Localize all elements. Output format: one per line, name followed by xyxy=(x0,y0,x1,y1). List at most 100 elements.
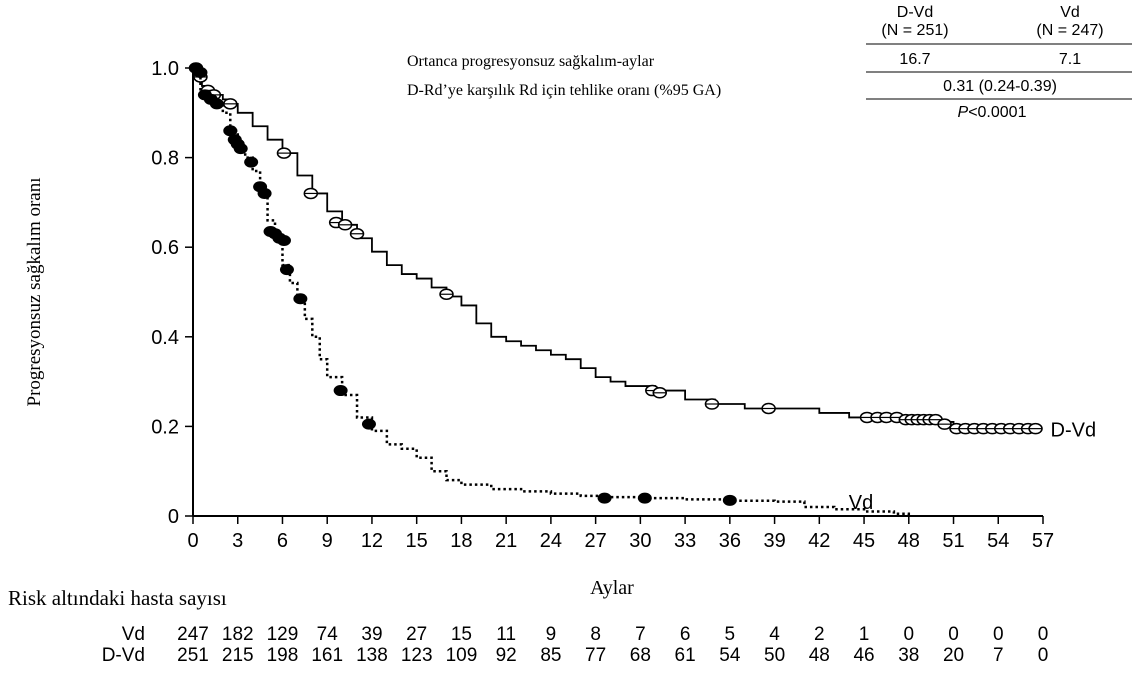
risk-cell-vd-15: 1 xyxy=(859,624,870,645)
risk-table-title: Risk altındaki hasta sayısı xyxy=(8,586,227,610)
censor-mark-d-vd-35 xyxy=(1029,424,1042,434)
x-tick-label-9: 27 xyxy=(585,530,607,552)
risk-cell-d-vd-0: 251 xyxy=(177,645,209,666)
risk-cell-d-vd-5: 123 xyxy=(401,645,433,666)
censor-mark-vd-18 xyxy=(334,385,348,396)
risk-cell-d-vd-2: 198 xyxy=(267,645,299,666)
summary-row2-value: 0.31 (0.24-0.39) xyxy=(943,78,1057,95)
x-tick-label-5: 15 xyxy=(406,530,428,552)
y-tick-label-4: 0.8 xyxy=(151,148,179,170)
risk-cell-d-vd-14: 48 xyxy=(809,645,830,666)
risk-cell-d-vd-9: 77 xyxy=(585,645,606,666)
y-ticks: 0 0.2 0.4 0.6 0.8 1.0 xyxy=(151,58,193,528)
censor-mark-vd-8 xyxy=(234,143,248,154)
risk-cell-vd-11: 6 xyxy=(680,624,691,645)
censor-mark-d-vd-14 xyxy=(762,403,775,413)
censor-mark-d-vd-6 xyxy=(304,188,317,198)
censor-mark-d-vd-13 xyxy=(705,399,718,409)
risk-cell-vd-14: 2 xyxy=(814,624,825,645)
risk-cell-vd-19: 0 xyxy=(1038,624,1049,645)
risk-cell-d-vd-4: 138 xyxy=(356,645,388,666)
risk-table: Risk altındaki hasta sayısı Vd 247 182 129 7… xyxy=(8,586,1048,666)
risk-cell-vd-5: 27 xyxy=(406,624,427,645)
censor-mark-vd-1 xyxy=(193,67,207,78)
x-tick-label-19: 57 xyxy=(1032,530,1054,552)
risk-cell-vd-18: 0 xyxy=(993,624,1004,645)
censor-mark-vd-22 xyxy=(723,495,737,506)
summary-p-value: <0.0001 xyxy=(968,104,1026,121)
risk-cell-vd-16: 0 xyxy=(904,624,915,645)
axes: 00.20.40.60.81.0 0 3 6 9 12 15 18 21 24 27 30 33 36 3… xyxy=(24,58,1054,599)
risk-cell-d-vd-1: 215 xyxy=(222,645,254,666)
risk-cell-d-vd-11: 61 xyxy=(675,645,696,666)
x-tick-label-8: 24 xyxy=(540,530,562,552)
series-line-vd xyxy=(193,68,909,516)
risk-cell-vd-1: 182 xyxy=(222,624,254,645)
summary-col2-header: Vd xyxy=(1060,4,1080,21)
x-tick-label-1: 3 xyxy=(232,530,243,552)
x-tick-label-16: 48 xyxy=(898,530,920,552)
risk-cell-vd-0: 247 xyxy=(177,624,209,645)
x-tick-label-7: 21 xyxy=(495,530,517,552)
x-tick-label-6: 18 xyxy=(450,530,472,552)
censor-mark-d-vd-12 xyxy=(653,388,666,398)
summary-col1-header: D-Vd xyxy=(897,4,933,21)
x-tick-label-4: 12 xyxy=(361,530,383,552)
x-axis-label: Aylar xyxy=(590,577,634,599)
censor-mark-vd-9 xyxy=(244,157,258,168)
risk-cell-vd-12: 5 xyxy=(725,624,736,645)
censor-mark-vd-4 xyxy=(210,98,224,109)
x-tick-label-18: 54 xyxy=(987,530,1009,552)
risk-cell-vd-3: 74 xyxy=(317,624,339,645)
censor-mark-d-vd-10 xyxy=(440,289,453,299)
x-tick-label-11: 33 xyxy=(674,530,696,552)
risk-cell-vd-9: 8 xyxy=(590,624,601,645)
summary-row2-label: D-Rd’ye karşılık Rd için tehlike oranı (… xyxy=(407,82,721,99)
risk-cell-vd-10: 7 xyxy=(635,624,646,645)
series-layer: D-Vd Vd xyxy=(189,63,1096,517)
censor-mark-vd-20 xyxy=(598,493,612,504)
y-tick-label-0: 0 xyxy=(168,506,179,528)
x-ticks: 0 3 6 9 12 15 18 21 24 27 30 33 36 39 42 45 48 51 54 57 xyxy=(187,516,1054,552)
censor-mark-d-vd-5 xyxy=(277,148,290,158)
censor-mark-vd-16 xyxy=(280,264,294,275)
risk-cell-d-vd-6: 109 xyxy=(446,645,478,666)
censor-mark-vd-17 xyxy=(293,293,307,304)
x-tick-label-13: 39 xyxy=(763,530,785,552)
risk-cell-vd-7: 11 xyxy=(496,624,516,645)
risk-cell-d-vd-3: 161 xyxy=(311,645,343,666)
summary-col2-n: (N = 247) xyxy=(1036,22,1103,39)
x-tick-label-12: 36 xyxy=(719,530,741,552)
risk-row-label-d-vd: D-Vd xyxy=(102,645,145,666)
series-line-d-vd xyxy=(193,68,1036,429)
x-tick-label-17: 51 xyxy=(942,530,964,552)
x-tick-label-0: 0 xyxy=(187,530,198,552)
x-tick-label-3: 9 xyxy=(322,530,333,552)
y-tick-label-3: 0.6 xyxy=(151,237,179,259)
x-tick-label-10: 30 xyxy=(629,530,651,552)
risk-cell-vd-17: 0 xyxy=(948,624,959,645)
censor-mark-vd-15 xyxy=(277,235,291,246)
risk-cell-d-vd-15: 46 xyxy=(853,645,874,666)
risk-row-label-vd: Vd xyxy=(122,624,145,645)
risk-cell-d-vd-17: 20 xyxy=(943,645,964,666)
risk-cell-d-vd-13: 50 xyxy=(764,645,785,666)
summary-row1-v1: 16.7 xyxy=(899,51,930,68)
censor-mark-vd-11 xyxy=(258,188,272,199)
x-tick-label-15: 45 xyxy=(853,530,875,552)
y-axis-label: Progresyonsuz sağkalım oranı xyxy=(24,177,45,406)
censor-mark-d-vd-9 xyxy=(351,229,364,239)
summary-row1-label: Ortanca progresyonsuz sağkalım-aylar xyxy=(407,53,655,70)
risk-cell-vd-13: 4 xyxy=(769,624,780,645)
series-label-d-vd: D-Vd xyxy=(1051,420,1097,442)
risk-cell-d-vd-12: 54 xyxy=(719,645,741,666)
summary-row3: P<0.0001 xyxy=(958,104,1027,121)
risk-cell-vd-8: 9 xyxy=(546,624,557,645)
risk-cell-d-vd-8: 85 xyxy=(540,645,561,666)
series-label-vd: Vd xyxy=(849,492,873,514)
risk-cell-vd-6: 15 xyxy=(451,624,472,645)
risk-cell-vd-2: 129 xyxy=(267,624,299,645)
x-tick-label-14: 42 xyxy=(808,530,830,552)
summary-table: D-Vd (N = 251) Vd (N = 247) Ortanca prog… xyxy=(407,4,1132,121)
